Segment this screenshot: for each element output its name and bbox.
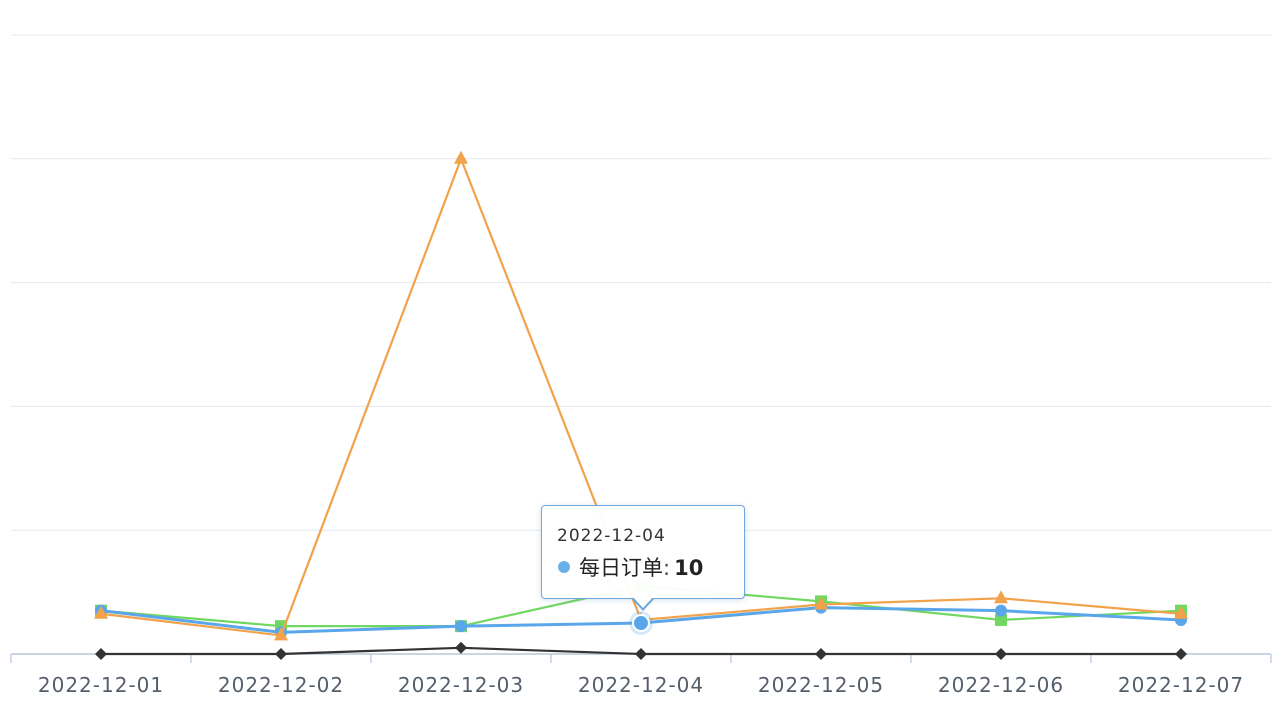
x-tick-labels: 2022-12-01 2022-12-02 2022-12-03 2022-12-04… [38,673,1244,697]
data-point [814,596,828,610]
grid-lines [11,34,1271,531]
x-tick-label: 2022-12-03 [398,673,524,697]
data-point [1174,605,1188,619]
data-point [274,627,288,641]
data-point [1175,648,1187,660]
x-tick-label: 2022-12-07 [1118,673,1244,697]
data-point [455,620,467,633]
data-point [994,590,1008,604]
data-point [635,648,647,660]
data-point [275,648,287,660]
data-point [815,648,827,660]
data-point [454,150,468,164]
highlight-layer [629,611,653,636]
tooltip-separator: : [663,556,671,580]
x-tick-label: 2022-12-04 [578,673,704,697]
highlight-point [632,614,650,633]
data-point [995,604,1007,617]
tooltip: 2022-12-04 每日订单: 10 [541,505,745,611]
tooltip-arrow-fill [633,597,653,608]
tooltip-series-dot [558,561,570,573]
tooltip-value: 10 [674,556,704,580]
x-tick-label: 2022-12-06 [938,673,1064,697]
data-point [995,613,1007,626]
tooltip-row: 每日订单: 10 [558,552,703,582]
tooltip-series-name: 每日订单 [579,556,663,580]
data-point [995,648,1007,660]
tooltip-date: 2022-12-04 [557,526,666,546]
data-point [455,641,467,654]
data-point [95,648,107,660]
data-point [94,605,108,619]
x-tick-label: 2022-12-01 [38,673,164,697]
x-tick-label: 2022-12-02 [218,673,344,697]
series-line-3 [95,641,1187,660]
x-tick-label: 2022-12-05 [758,673,884,697]
